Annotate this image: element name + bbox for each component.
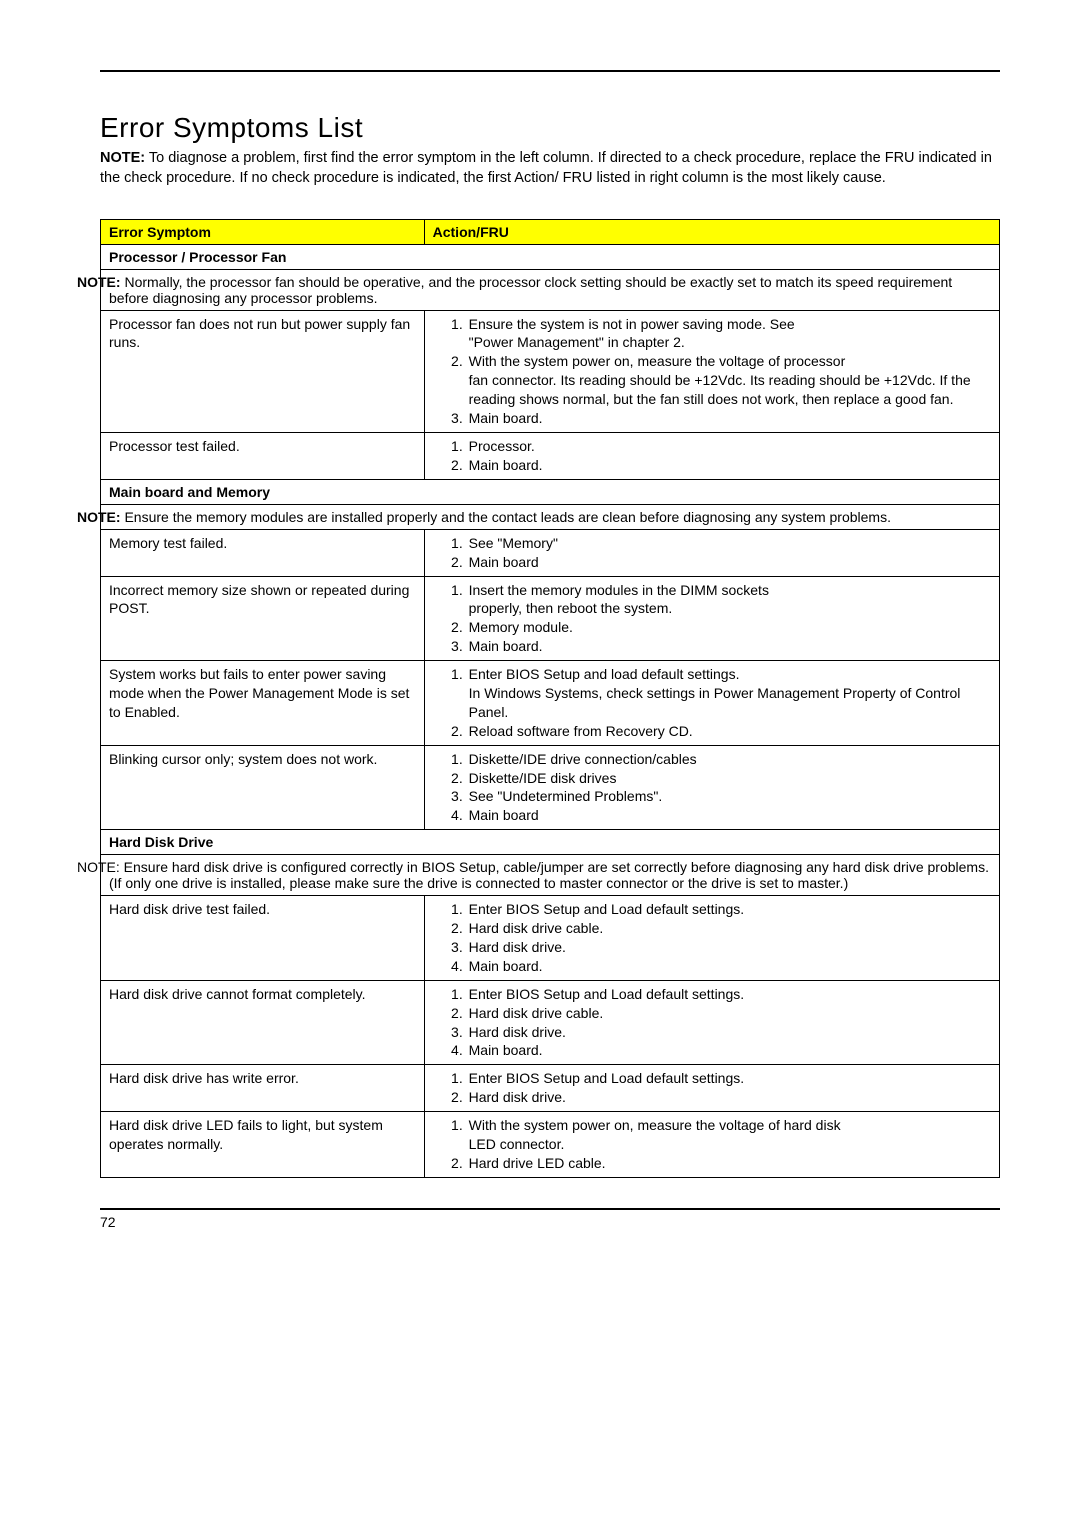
- symptom-blinking-cursor: Blinking cursor only; system does not wo…: [101, 745, 425, 830]
- symptom-hdd-led: Hard disk drive LED fails to light, but …: [101, 1112, 425, 1178]
- intro-note-text: To diagnose a problem, first find the er…: [100, 150, 992, 186]
- note-memory: NOTE: Ensure the memory modules are inst…: [101, 504, 1000, 529]
- symptom-hdd-test: Hard disk drive test failed.: [101, 896, 425, 981]
- page-number: 72: [100, 1214, 116, 1230]
- symptom-power-save: System works but fails to enter power sa…: [101, 661, 425, 746]
- note-processor: NOTE: Normally, the processor fan should…: [101, 269, 1000, 310]
- symptom-mem-size: Incorrect memory size shown or repeated …: [101, 576, 425, 661]
- section-processor: Processor / Processor Fan: [101, 244, 1000, 269]
- action-mem-test: See "Memory" Main board: [424, 529, 999, 576]
- symptom-hdd-format: Hard disk drive cannot format completely…: [101, 980, 425, 1065]
- action-mem-size: Insert the memory modules in the DIMM so…: [424, 576, 999, 661]
- col-header-symptom: Error Symptom: [101, 219, 425, 244]
- intro-paragraph: NOTE: To diagnose a problem, first find …: [100, 148, 1000, 189]
- action-hdd-led: With the system power on, measure the vo…: [424, 1112, 999, 1178]
- action-proc-fan: Ensure the system is not in power saving…: [424, 310, 999, 432]
- action-hdd-test: Enter BIOS Setup and Load default settin…: [424, 896, 999, 981]
- action-proc-test: Processor. Main board.: [424, 432, 999, 479]
- symptom-mem-test: Memory test failed.: [101, 529, 425, 576]
- symptom-proc-fan: Processor fan does not run but power sup…: [101, 310, 425, 432]
- intro-note-label: NOTE:: [100, 150, 145, 166]
- section-memory: Main board and Memory: [101, 479, 1000, 504]
- action-hdd-write: Enter BIOS Setup and Load default settin…: [424, 1065, 999, 1112]
- section-hdd: Hard Disk Drive: [101, 830, 1000, 855]
- symptom-proc-test: Processor test failed.: [101, 432, 425, 479]
- col-header-action: Action/FRU: [424, 219, 999, 244]
- error-symptoms-table: Error Symptom Action/FRU Processor / Pro…: [100, 219, 1000, 1178]
- action-blinking-cursor: Diskette/IDE drive connection/cables Dis…: [424, 745, 999, 830]
- action-power-save: Enter BIOS Setup and load default settin…: [424, 661, 999, 746]
- page-title: Error Symptoms List: [100, 112, 1000, 144]
- symptom-hdd-write: Hard disk drive has write error.: [101, 1065, 425, 1112]
- note-hdd: NOTE: Ensure hard disk drive is configur…: [101, 855, 1000, 896]
- action-hdd-format: Enter BIOS Setup and Load default settin…: [424, 980, 999, 1065]
